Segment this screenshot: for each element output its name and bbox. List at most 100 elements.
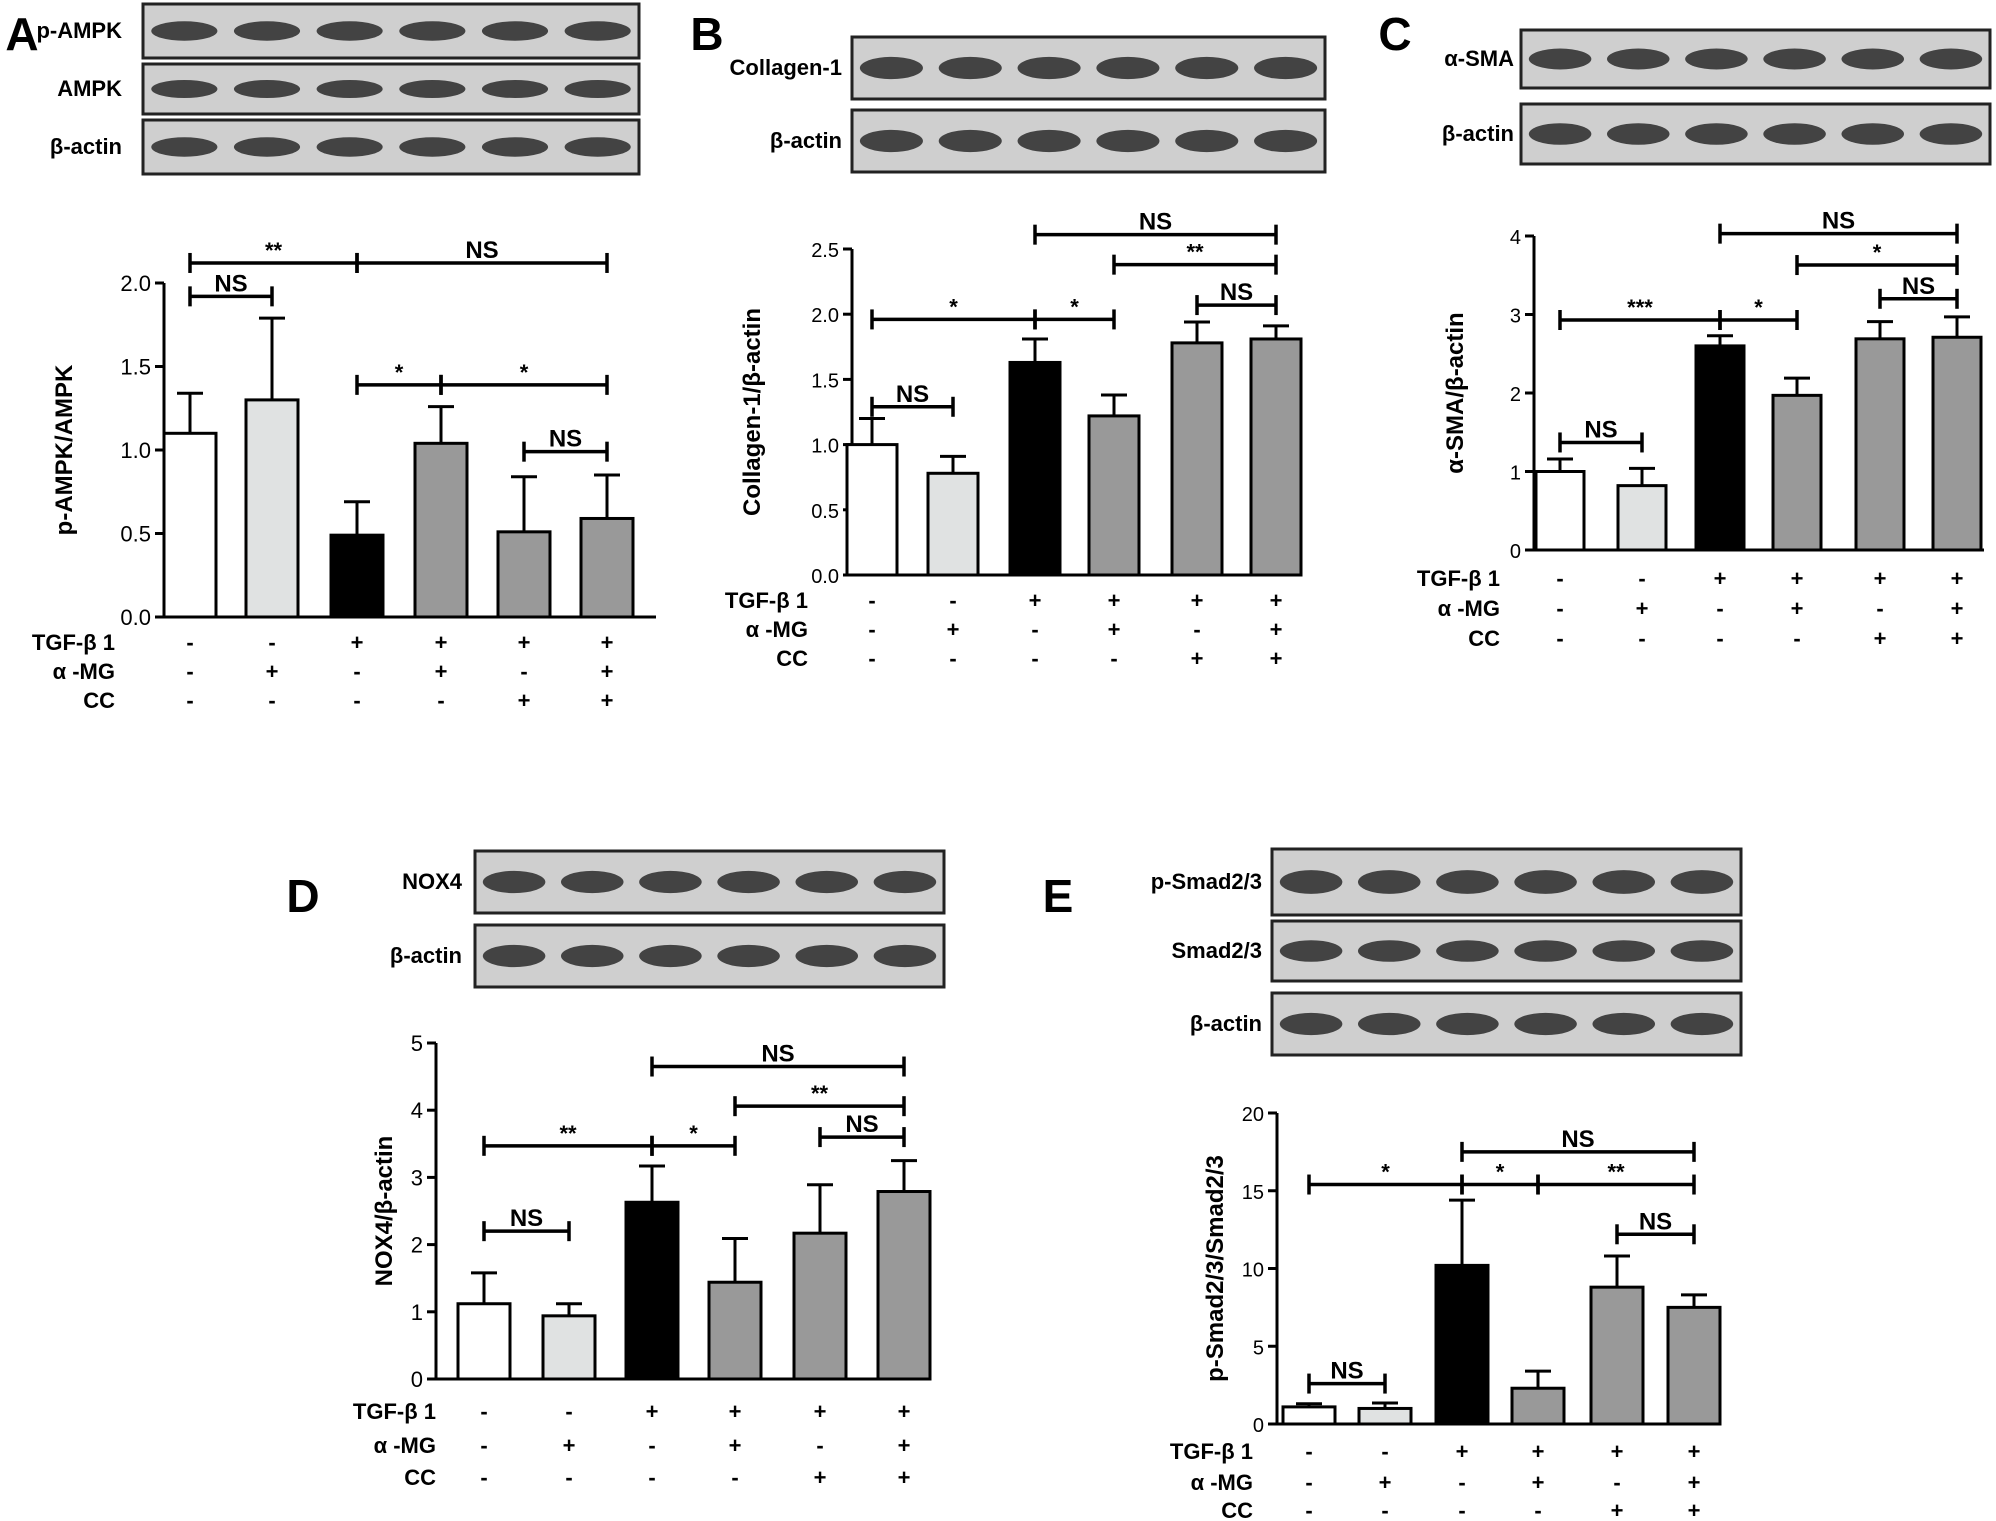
sig-label: NS [1639,1208,1672,1235]
sig-label: ** [1186,240,1204,265]
sig-label: * [1381,1160,1390,1185]
treatment-sign: - [268,630,275,655]
sig-label: NS [1220,279,1253,306]
treatment-sign: + [1951,566,1964,591]
treatment-label: α -MG [374,1433,436,1458]
treatment-sign: - [1556,566,1563,591]
y-tick-label: 1.5 [120,355,151,380]
y-tick-label: 0.5 [811,501,839,523]
blot-band [1528,123,1592,145]
blot-band [795,870,859,894]
blot-band [717,944,780,968]
treatment-label: TGF-β 1 [725,588,808,613]
treatment-sign: - [731,1465,738,1490]
bar [1249,337,1303,577]
y-tick-label: 2.0 [120,271,151,296]
blot-band [233,21,301,41]
blot-band [639,944,702,968]
treatment-label: CC [1468,626,1500,651]
sig-label: NS [549,426,582,453]
treatment-sign: - [1110,646,1117,671]
blot-band [1592,1012,1656,1036]
blot-band [399,21,466,41]
treatment-label: α -MG [1191,1470,1253,1495]
blot-band [1685,123,1748,145]
panel-letter: B [690,8,723,60]
y-tick-label: 0 [411,1367,423,1392]
sig-label: * [1873,240,1882,265]
y-axis-label: p-AMPK/AMPK [51,364,78,535]
treatment-label: TGF-β 1 [1170,1439,1253,1464]
blot-band [1763,48,1826,70]
blot-band [873,944,937,968]
blot-band [1514,940,1577,962]
treatment-sign: - [1638,566,1645,591]
treatment-sign: - [868,646,875,671]
y-tick-label: 2 [1510,384,1521,406]
blot-band [1592,870,1656,894]
treatment-sign: + [435,659,448,684]
blot-band [316,80,383,98]
blot-band [1279,1012,1343,1036]
blot-band [1514,870,1577,894]
blot-band [1279,940,1343,962]
treatment-sign: - [868,617,875,642]
sig-label: NS [465,237,498,264]
blot-band [1841,48,1905,70]
blot-band [482,870,546,894]
blot-label: NOX4 [402,869,463,894]
blot-band [151,137,218,157]
treatment-sign: + [1270,646,1283,671]
treatment-sign: - [480,1465,487,1490]
treatment-label: α -MG [746,617,808,642]
blot-band [560,870,624,894]
bar [1281,1405,1337,1426]
treatment-sign: + [1456,1439,1469,1464]
treatment-sign: - [1031,617,1038,642]
blot-band [1436,870,1499,894]
y-axis-label: Collagen-1/β-actin [739,308,766,516]
sig-label: NS [1139,209,1172,236]
treatment-sign: + [898,1433,911,1458]
treatment-sign: - [1716,626,1723,651]
y-tick-label: 5 [411,1031,423,1056]
treatment-sign: - [1534,1498,1541,1521]
bar [244,398,300,619]
y-tick-label: 1 [411,1300,423,1325]
y-axis-label: NOX4/β-actin [371,1136,398,1287]
sig-label: NS [896,381,929,408]
treatment-sign: + [898,1399,911,1424]
y-tick-label: 3 [1510,306,1521,328]
treatment-sign: - [1305,1439,1312,1464]
treatment-sign: + [1688,1470,1701,1495]
blot-label: Collagen-1 [730,55,842,80]
treatment-sign: - [186,630,193,655]
treatment-sign: + [1611,1498,1624,1521]
treatment-sign: - [1381,1498,1388,1521]
blot-band [1436,1012,1499,1036]
bar [456,1302,512,1381]
treatment-sign: - [520,659,527,684]
blot-frame [1519,102,1992,166]
treatment-sign: + [1270,617,1283,642]
treatment-sign: + [1029,588,1042,613]
treatment-sign: - [565,1465,572,1490]
sig-label: NS [214,270,247,297]
blot-band [859,56,923,80]
sig-label: * [689,1121,698,1146]
blot-band [938,129,1002,153]
treatment-sign: + [1791,596,1804,621]
treatment-sign: + [601,659,614,684]
treatment-sign: + [646,1399,659,1424]
blot-band [1514,1012,1577,1036]
treatment-sign: - [1305,1498,1312,1521]
blot-frame [473,849,946,915]
treatment-sign: - [648,1465,655,1490]
blot-frame [473,923,946,989]
blot-band [1096,129,1160,153]
bar [792,1231,848,1381]
blot-band [859,129,923,153]
blot-frame [141,62,641,116]
